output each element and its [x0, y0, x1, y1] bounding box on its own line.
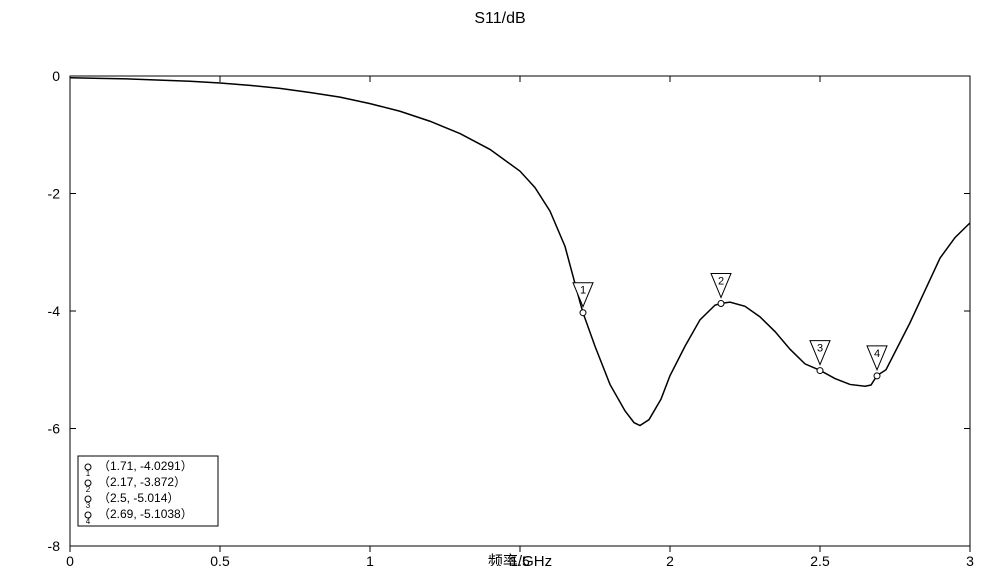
legend-item-3: （2.5, -5.014） [98, 491, 179, 505]
chart-title: S11/dB [10, 10, 990, 28]
legend-item-4: （2.69, -5.1038） [98, 507, 193, 521]
marker-label-1: 1 [580, 285, 586, 297]
s11-chart: S11/dB 00.511.522.53-8-6-4-20频率/GHz12341… [10, 10, 990, 568]
svg-text:1: 1 [86, 469, 91, 478]
svg-text:0.5: 0.5 [210, 553, 230, 566]
marker-point-3 [817, 368, 823, 374]
svg-text:-6: -6 [48, 421, 61, 437]
marker-point-1 [580, 310, 586, 316]
marker-point-4 [874, 373, 880, 379]
svg-text:-2: -2 [48, 186, 61, 202]
svg-text:频率/GHz: 频率/GHz [488, 553, 552, 566]
svg-text:3: 3 [86, 501, 91, 510]
svg-text:-4: -4 [48, 303, 61, 319]
svg-text:4: 4 [86, 517, 91, 526]
svg-text:0: 0 [66, 553, 74, 566]
marker-label-2: 2 [718, 275, 724, 287]
svg-text:0: 0 [52, 68, 60, 84]
marker-point-2 [718, 300, 724, 306]
svg-text:2: 2 [666, 553, 674, 566]
svg-text:3: 3 [966, 553, 974, 566]
svg-text:2.5: 2.5 [810, 553, 830, 566]
svg-text:-8: -8 [48, 538, 61, 554]
marker-label-4: 4 [874, 348, 880, 360]
legend-item-2: （2.17, -3.872） [98, 475, 186, 489]
chart-svg: 00.511.522.53-8-6-4-20频率/GHz12341（1.71, … [10, 36, 990, 566]
svg-text:1: 1 [366, 553, 374, 566]
marker-label-3: 3 [817, 343, 823, 355]
legend-item-1: （1.71, -4.0291） [98, 459, 193, 473]
svg-text:2: 2 [86, 485, 91, 494]
